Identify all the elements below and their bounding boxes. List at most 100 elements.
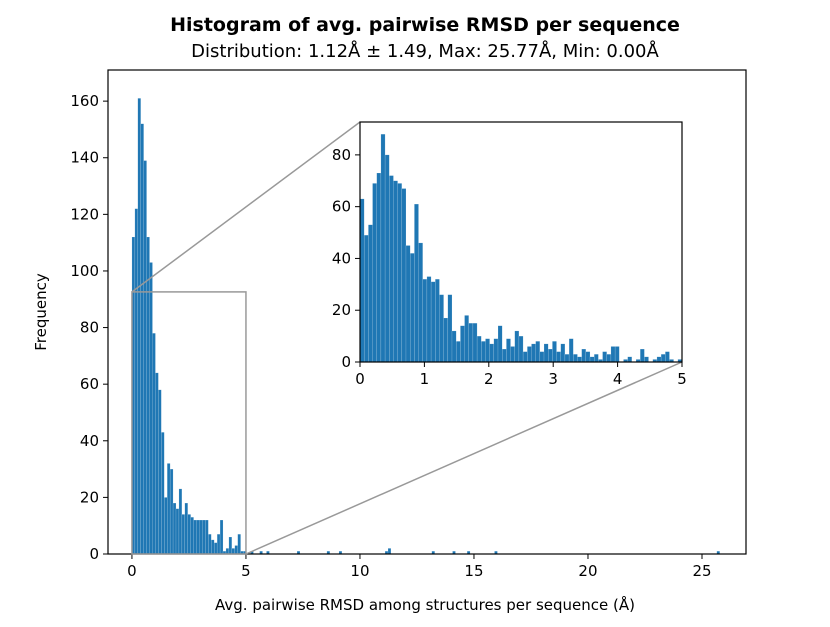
inset-bar bbox=[556, 351, 561, 363]
main-bar bbox=[237, 533, 241, 555]
main-bar bbox=[228, 536, 233, 555]
inset-bar bbox=[518, 335, 524, 363]
inset-bar bbox=[485, 338, 490, 363]
inset-x-tick-label: 2 bbox=[484, 370, 494, 388]
inset-bar bbox=[656, 356, 662, 363]
inset-bar bbox=[531, 343, 536, 363]
inset-bar bbox=[405, 245, 411, 363]
inset-bar bbox=[451, 330, 457, 363]
main-y-tick-label: 60 bbox=[80, 375, 99, 393]
main-bar bbox=[214, 542, 218, 555]
inset-bar bbox=[493, 338, 499, 363]
main-bar bbox=[140, 123, 144, 555]
inset-bar bbox=[660, 354, 666, 363]
main-bar bbox=[178, 488, 183, 555]
inset-bar bbox=[535, 341, 541, 363]
inset-bar bbox=[593, 354, 599, 363]
inset-bar bbox=[389, 175, 394, 363]
zoom-region-rect bbox=[131, 291, 247, 555]
main-bar bbox=[164, 497, 168, 555]
main-bar bbox=[137, 98, 141, 555]
inset-bar bbox=[359, 198, 365, 363]
inset-bar bbox=[363, 234, 369, 363]
main-x-tick-label: 10 bbox=[350, 562, 369, 580]
inset-axes: 0 1 2 3 4 5 0 20 40 60 80 bbox=[332, 121, 687, 388]
inset-y-tick-label: 0 bbox=[341, 353, 351, 371]
connector-line-bottom bbox=[245, 361, 683, 555]
inset-bar bbox=[397, 183, 403, 363]
main-y-tick-label: 160 bbox=[70, 92, 99, 110]
inset-bar bbox=[606, 354, 612, 363]
main-bar bbox=[172, 502, 177, 555]
main-bar bbox=[199, 519, 203, 555]
main-frame bbox=[107, 69, 747, 555]
main-x-tick-label: 15 bbox=[464, 562, 483, 580]
inset-bar bbox=[497, 325, 503, 363]
main-bar bbox=[187, 514, 191, 555]
main-bar bbox=[134, 208, 139, 555]
inset-bar bbox=[380, 133, 386, 363]
inset-bar bbox=[384, 154, 390, 363]
inset-bar bbox=[514, 330, 520, 363]
inset-bar bbox=[476, 335, 482, 363]
zoom-indicator bbox=[131, 121, 683, 555]
inset-bar bbox=[426, 276, 432, 363]
main-bar bbox=[161, 432, 165, 555]
inset-bar bbox=[547, 348, 553, 363]
inset-bar bbox=[368, 224, 373, 363]
main-bar bbox=[152, 333, 156, 555]
inset-bar bbox=[414, 203, 419, 363]
inset-y-tick-label: 80 bbox=[332, 146, 351, 164]
main-bar bbox=[146, 236, 150, 555]
inset-bar bbox=[610, 346, 616, 363]
inset-bar bbox=[501, 348, 507, 363]
connector-line-top bbox=[131, 121, 361, 293]
inset-bar bbox=[443, 317, 449, 363]
main-bar bbox=[175, 508, 180, 555]
inset-bar bbox=[568, 338, 574, 363]
inset-bar bbox=[614, 346, 620, 363]
inset-bar bbox=[418, 242, 423, 363]
inset-bar bbox=[439, 294, 444, 363]
inset-bar bbox=[455, 341, 461, 363]
inset-bar bbox=[393, 180, 398, 363]
chart-title: Histogram of avg. pairwise RMSD per sequ… bbox=[170, 14, 680, 36]
main-y-tick-label: 120 bbox=[70, 205, 99, 223]
main-bar bbox=[184, 502, 188, 555]
main-bar bbox=[387, 548, 392, 555]
main-y-tick-label: 40 bbox=[80, 432, 99, 450]
inset-bar bbox=[372, 183, 377, 363]
main-x-tick-label: 0 bbox=[127, 562, 137, 580]
inset-bar bbox=[665, 351, 670, 363]
inset-bar bbox=[481, 341, 486, 363]
main-bar bbox=[216, 533, 221, 555]
x-axis-label: Avg. pairwise RMSD among structures per … bbox=[215, 595, 635, 614]
inset-bar bbox=[589, 356, 595, 363]
inset-bar bbox=[468, 322, 474, 363]
inset-bar bbox=[464, 315, 469, 363]
main-bar bbox=[208, 533, 212, 555]
y-axis-label: Frequency bbox=[32, 273, 50, 351]
inset-bar bbox=[435, 278, 440, 363]
inset-bar bbox=[460, 325, 465, 363]
inset-frame bbox=[359, 121, 683, 363]
inset-y-tick-label: 60 bbox=[332, 198, 351, 216]
inset-bar bbox=[644, 356, 649, 363]
inset-bar bbox=[539, 351, 545, 363]
inset-bar bbox=[627, 356, 633, 363]
main-bar bbox=[190, 517, 194, 555]
main-bar bbox=[202, 519, 206, 555]
inset-bar bbox=[401, 188, 407, 363]
main-bar bbox=[181, 514, 186, 555]
inset-bar bbox=[506, 338, 511, 363]
inset-bar bbox=[640, 348, 645, 363]
inset-bar bbox=[527, 346, 532, 363]
main-bar bbox=[149, 262, 153, 555]
main-bar bbox=[166, 463, 171, 555]
main-bar bbox=[219, 519, 224, 555]
inset-bar bbox=[376, 172, 382, 363]
main-x-tick-label: 5 bbox=[241, 562, 251, 580]
main-x-tick-label: 25 bbox=[692, 562, 711, 580]
main-bar bbox=[158, 389, 162, 555]
